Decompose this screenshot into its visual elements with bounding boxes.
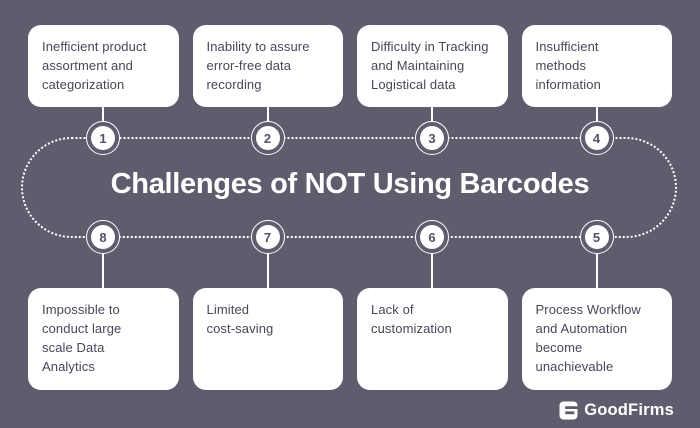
- challenge-card-7: Limited cost-saving: [192, 288, 343, 390]
- top-card-row: Inefficient product assortment and categ…: [28, 25, 672, 121]
- step-node-2: 2: [250, 121, 285, 155]
- step-node-5: 5: [579, 220, 614, 254]
- step-node-7: 7: [250, 220, 285, 254]
- step-number: 4: [584, 126, 609, 150]
- top-cell-4: Insufficient methods information: [521, 25, 672, 121]
- connector-line: [595, 107, 598, 121]
- top-cell-2: Inability to assure error-free data reco…: [192, 25, 343, 121]
- top-cell-3: Difficulty in Tracking and Maintaining L…: [357, 25, 508, 121]
- dotted-loop-path: [21, 137, 677, 238]
- step-number: 3: [420, 126, 444, 150]
- connector-line: [266, 107, 269, 121]
- page-title: Challenges of NOT Using Barcodes: [110, 168, 590, 200]
- challenge-card-5: Process Workflow and Automation become u…: [521, 288, 672, 390]
- step-node-4: 4: [579, 121, 614, 155]
- step-node-8: 8: [86, 220, 120, 254]
- bottom-cell-6: Lack of customization: [357, 254, 508, 390]
- bottom-cell-8: Impossible to conduct large scale Data A…: [28, 254, 179, 390]
- challenge-card-1: Inefficient product assortment and categ…: [28, 25, 179, 107]
- connector-line: [431, 254, 434, 288]
- challenge-card-4: Insufficient methods information: [521, 25, 672, 107]
- connector-line: [266, 254, 269, 288]
- step-node-3: 3: [415, 121, 449, 155]
- goodfirms-logo-icon: [559, 401, 579, 420]
- connector-line: [102, 254, 105, 288]
- step-number: 7: [255, 225, 280, 249]
- step-number: 8: [91, 225, 115, 249]
- top-cell-1: Inefficient product assortment and categ…: [28, 25, 179, 121]
- bottom-cell-5: Process Workflow and Automation become u…: [521, 254, 672, 390]
- bottom-cell-7: Limited cost-saving: [192, 254, 343, 390]
- challenge-card-6: Lack of customization: [357, 288, 508, 390]
- connector-line: [431, 107, 434, 121]
- challenge-card-3: Difficulty in Tracking and Maintaining L…: [357, 25, 508, 107]
- step-number: 1: [91, 126, 115, 150]
- challenge-card-8: Impossible to conduct large scale Data A…: [28, 288, 179, 390]
- step-node-1: 1: [86, 121, 120, 155]
- step-number: 5: [584, 225, 609, 249]
- connector-line: [595, 254, 598, 288]
- step-number: 6: [420, 225, 444, 249]
- step-number: 2: [255, 126, 280, 150]
- brand-footer: GoodFirms: [559, 401, 674, 420]
- step-node-6: 6: [415, 220, 449, 254]
- challenge-card-2: Inability to assure error-free data reco…: [192, 25, 343, 107]
- bottom-card-row: Impossible to conduct large scale Data A…: [28, 254, 672, 390]
- brand-name: GoodFirms: [584, 401, 674, 419]
- connector-line: [102, 107, 105, 121]
